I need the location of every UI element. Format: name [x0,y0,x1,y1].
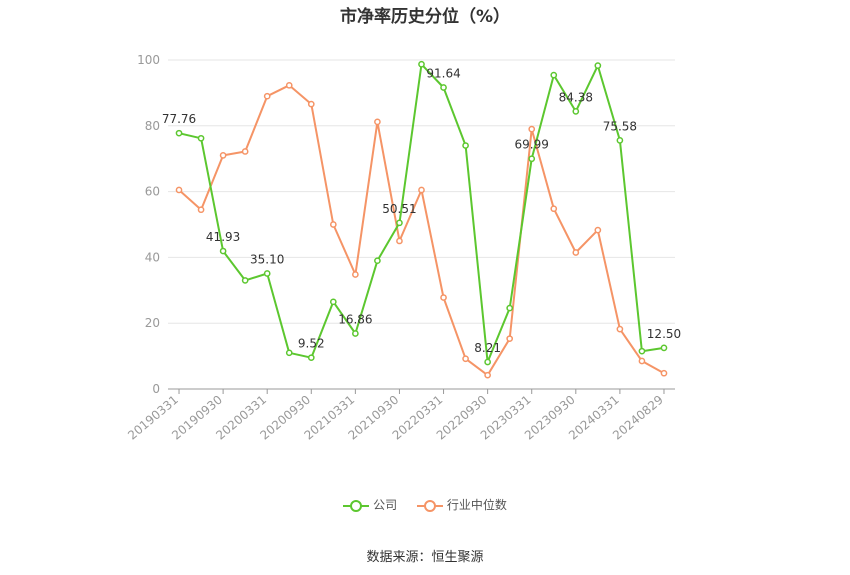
data-point-company [660,344,668,352]
data-point-industry-median [440,294,447,301]
data-label: 91.64 [426,67,460,81]
data-point-company [616,136,624,144]
data-point-industry-median [594,226,602,234]
data-point-industry-median [550,205,558,213]
data-point-company [219,247,227,255]
data-point-industry-median [374,118,381,126]
data-label: 69.99 [515,138,549,152]
source-note: 数据来源：恒生聚源 [366,550,484,565]
data-point-industry-median [572,249,580,256]
axis-layer: 0204060801002019033120190930202003312020… [125,53,675,443]
data-point-company [396,219,403,227]
data-point-industry-median [396,237,403,245]
data-point-industry-median [462,355,469,363]
data-point-company [285,349,293,357]
y-tick-label: 40 [145,250,160,264]
data-point-company [329,298,337,306]
data-label: 77.76 [162,112,196,126]
data-label: 8.21 [474,341,501,355]
data-point-industry-median [197,206,205,214]
series-line-industry-median [178,84,665,377]
data-point-industry-median [241,148,249,155]
data-label: 75.58 [603,119,637,133]
data-label: 41.93 [206,230,240,244]
data-point-industry-median [307,100,315,108]
data-point-industry-median [616,325,624,333]
legend-item-company[interactable]: 公司 [343,496,397,513]
data-point-company [263,270,271,277]
data-point-company [374,257,381,265]
legend-swatch-industry-median [416,499,443,512]
data-label: 9.52 [298,337,325,351]
series-layer [175,60,668,379]
data-point-industry-median [638,357,646,365]
data-point-industry-median [285,81,293,89]
data-point-company [440,84,447,91]
legend-swatch-company [343,499,370,512]
data-point-industry-median [506,335,514,343]
data-point-industry-median [484,371,491,379]
data-point-company [241,277,249,284]
legend-label-industry-median: 行业中位数 [446,498,507,512]
data-point-company [528,155,536,163]
data-point-industry-median [175,186,183,194]
data-label: 84.38 [559,90,593,104]
data-point-company [175,129,183,137]
data-point-industry-median [352,271,359,278]
data-label: 50.51 [382,202,416,216]
data-point-industry-median [528,125,536,133]
y-tick-label: 0 [152,382,160,396]
data-point-industry-median [329,221,337,228]
legend-label-company: 公司 [373,498,398,512]
data-point-company [418,60,425,68]
data-point-company [484,358,491,366]
y-tick-label: 20 [145,316,160,330]
line-chart: 0204060801002019033120190930202003312020… [125,53,681,443]
data-point-company [352,330,359,337]
data-point-industry-median [263,92,271,100]
data-label: 16.86 [338,313,372,327]
data-label: 35.10 [250,253,284,267]
data-point-company [462,142,469,149]
y-tick-label: 80 [145,119,160,133]
data-point-company [638,347,646,355]
y-tick-label: 100 [137,53,160,67]
data-point-company [506,304,514,312]
legend: 公司 行业中位数 [0,496,850,513]
chart-title: 市净率历史分位（%） [339,7,511,27]
data-point-company [550,71,558,79]
label-layer: 77.76 41.93 35.10 9.52 16.86 50.51 91.64 8.21 69… [162,67,681,355]
data-point-company [572,108,580,115]
legend-item-industry-median[interactable]: 行业中位数 [416,496,507,513]
data-point-company [197,134,205,142]
data-point-industry-median [418,186,425,194]
data-point-industry-median [219,152,227,159]
data-point-industry-median [660,369,668,377]
y-tick-label: 60 [145,185,160,199]
data-point-company [594,62,602,69]
data-label: 12.50 [647,327,681,341]
series-line-company [178,63,665,363]
data-point-company [307,354,315,362]
